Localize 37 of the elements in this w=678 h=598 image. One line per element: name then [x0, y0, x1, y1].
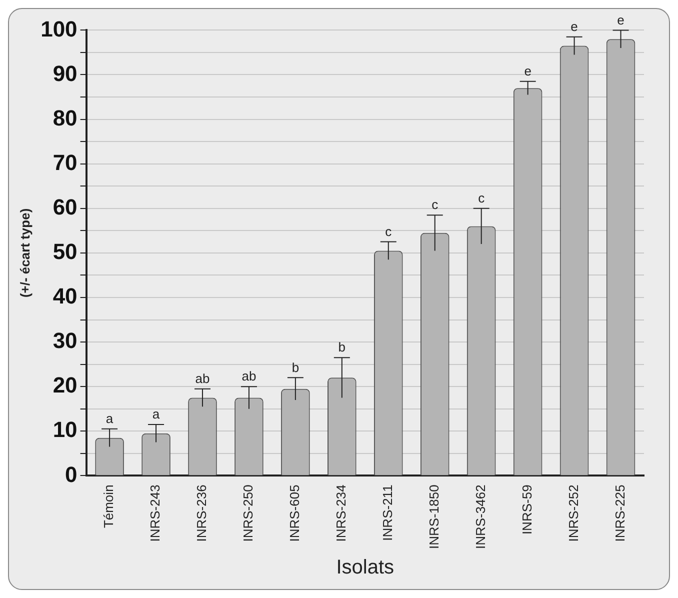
annotation: e: [524, 64, 532, 79]
y-tick-label: 90: [52, 60, 78, 86]
x-tick-label: INRS-252: [566, 484, 581, 542]
y-tick-label: 20: [52, 372, 78, 398]
y-tick-label: 10: [52, 417, 78, 442]
y-tick-label: 30: [52, 328, 78, 354]
y-tick-label: 100: [40, 16, 78, 42]
annotation: c: [478, 190, 486, 206]
x-tick-label: INRS-236: [194, 484, 210, 542]
x-tick-label: INRS-243: [148, 484, 163, 542]
y-tick-label: 70: [52, 150, 78, 175]
annotation: ab: [242, 368, 256, 384]
x-axis-title: Isolats: [336, 556, 394, 579]
x-tick-label: INRS-234: [333, 484, 348, 542]
annotation: a: [152, 406, 160, 422]
x-tick-label: INRS-211: [380, 484, 395, 541]
annotation: b: [338, 340, 346, 355]
y-tick-label: 60: [52, 194, 78, 220]
annotation: a: [106, 410, 114, 426]
annotation: c: [385, 224, 392, 239]
x-tick-label: Témoin: [101, 484, 116, 528]
x-tick-label: INRS-3462: [472, 484, 488, 550]
x-tick-label: INRS-1850: [426, 484, 442, 550]
x-tick-label: INRS-59: [519, 484, 534, 535]
annotation: b: [292, 360, 300, 375]
text: e: [617, 12, 624, 28]
annotation: e: [570, 18, 578, 34]
y-tick-label: 80: [52, 105, 78, 130]
y-tick-label: 50: [52, 239, 78, 264]
y-tick-label: 40: [52, 284, 78, 309]
y-tick-label: 0: [65, 462, 78, 487]
y-axis-title: (+/- écart type): [17, 208, 32, 298]
annotation: c: [432, 197, 439, 212]
x-tick-label: INRS-250: [240, 484, 256, 542]
x-tick-label: INRS-605: [287, 484, 302, 542]
x-tick-label: INRS-225: [612, 484, 628, 542]
annotation: ab: [195, 370, 210, 386]
